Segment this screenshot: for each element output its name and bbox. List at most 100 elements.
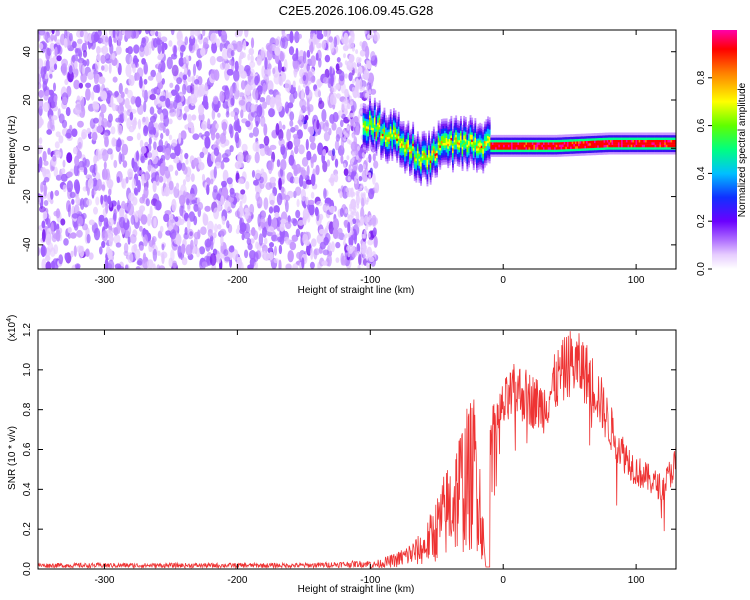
heatmap-cell [394,115,397,118]
heatmap-cell [472,126,475,129]
heatmap-cell [429,174,432,178]
heatmap-cell [413,147,416,150]
heatmap-cell [461,151,464,155]
heatmap-cell [389,133,392,137]
heatmap-cell [609,151,612,155]
heatmap-cell [394,112,397,116]
heatmap-cell [431,135,434,139]
heatmap-cell [399,140,402,144]
heatmap-cell [60,218,66,226]
heatmap-cell [581,136,584,139]
heatmap-cell [307,199,315,205]
heatmap-cell [507,151,510,155]
heatmap-cell [590,133,593,136]
heatmap-cell [536,139,539,143]
heatmap-cell [130,30,137,39]
heatmap-cell [578,150,580,154]
heatmap-cell [444,125,446,129]
heatmap-cell [442,142,445,146]
heatmap-cell [397,116,400,120]
heatmap-cell [385,129,387,133]
heatmap-cell [574,134,577,137]
heatmap-cell [531,147,534,150]
heatmap-cell [362,244,366,249]
heatmap-cell [255,120,259,127]
heatmap-cell [156,88,160,94]
heatmap-cell [480,159,483,163]
heatmap-cell [487,143,489,146]
heatmap-cell [424,142,427,146]
heatmap-cell [311,238,317,247]
heatmap-cell [404,127,407,130]
heatmap-cell [471,120,474,123]
heatmap-cell [91,131,98,141]
heatmap-cell [507,142,510,145]
heatmap-cell [78,141,82,149]
heatmap-cell [424,162,427,165]
heatmap-cell [522,142,525,145]
heatmap-cell [394,153,397,157]
heatmap-cell [546,149,548,153]
heatmap-cell [298,55,305,62]
heatmap-cell [509,142,512,145]
heatmap-cell [123,109,128,122]
heatmap-cell [447,124,450,128]
heatmap-cell [633,144,636,148]
heatmap-cell [544,151,547,155]
heatmap-cell [424,155,427,158]
heatmap-cell [416,174,419,178]
heatmap-cell [163,186,171,197]
heatmap-cell [624,132,627,136]
heatmap-cell [377,108,379,111]
heatmap-cell [362,108,365,111]
heatmap-cell [517,149,520,153]
heatmap-cell [525,147,528,150]
heatmap-cell [464,136,467,139]
heatmap-cell [143,234,149,247]
heatmap-cell [380,116,383,119]
heatmap-cell [434,136,437,140]
heatmap-cell [533,137,536,140]
heatmap-cell [598,135,601,138]
heatmap-cell [401,138,403,142]
heatmap-cell [672,139,674,143]
heatmap-cell [528,149,531,153]
heatmap-cell [405,167,408,171]
heatmap-cell [137,179,141,193]
heatmap-cell [101,230,108,242]
heatmap-cell [362,110,365,114]
heatmap-cell [471,139,474,142]
heatmap-cell [597,133,600,136]
heatmap-cell [386,136,389,140]
heatmap-cell [322,149,327,157]
heatmap-cell [661,139,663,143]
heatmap-cell [416,165,419,168]
heatmap-cell [269,242,274,248]
heatmap-cell [141,173,145,186]
heatmap-cell [388,114,391,118]
heatmap-cell [375,124,378,127]
heatmap-cell [472,136,475,139]
heatmap-cell [579,133,582,137]
heatmap-cell [552,149,555,153]
heatmap-cell [377,146,379,150]
heatmap-cell [477,167,480,170]
heatmap-cell [460,152,462,155]
heatmap-cell [503,137,505,140]
heatmap-cell [437,130,440,133]
heatmap-cell [485,131,488,134]
heatmap-cell [365,133,368,136]
heatmap-cell [345,133,349,139]
spectrogram-y-tick-label: -20 [22,189,33,204]
heatmap-cell [378,119,381,123]
heatmap-cell [383,131,386,135]
heatmap-cell [629,137,631,140]
heatmap-cell [472,157,475,161]
heatmap-cell [334,140,340,151]
heatmap-cell [504,142,507,145]
heatmap-cell [440,126,443,130]
heatmap-cell [103,194,108,202]
heatmap-cell [404,156,407,159]
heatmap-cell [648,134,651,138]
heatmap-cell [480,133,483,136]
